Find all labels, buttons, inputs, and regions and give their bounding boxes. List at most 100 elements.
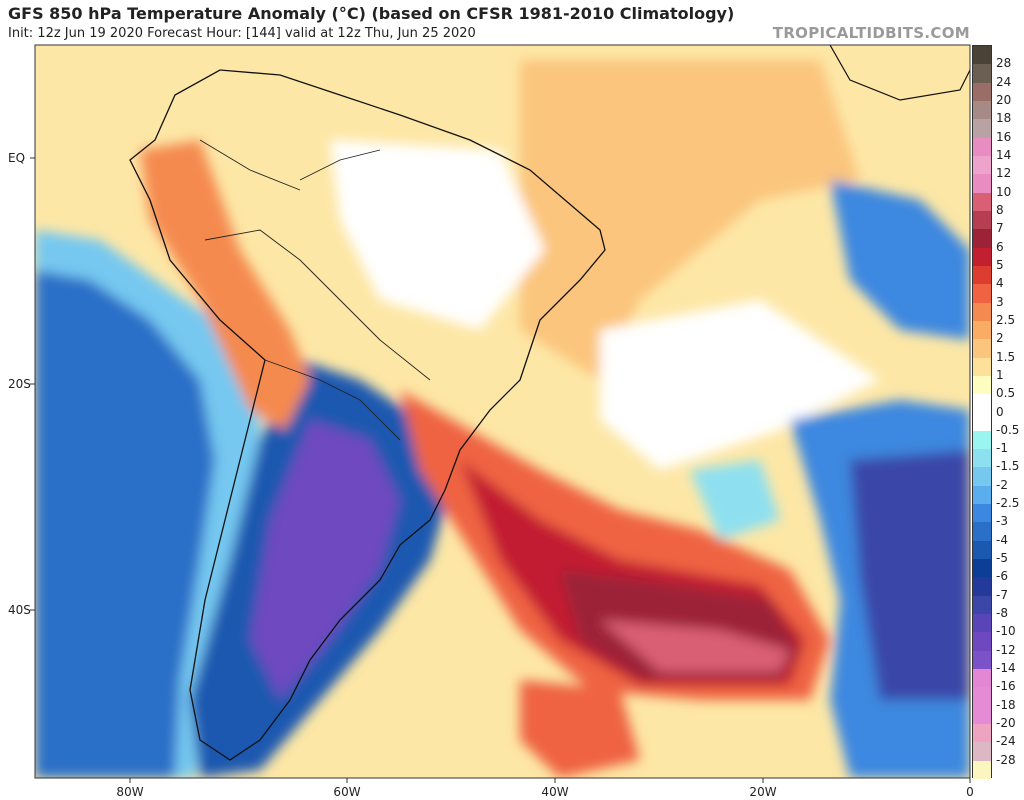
colorbar-segment (973, 375, 991, 396)
colorbar-segment (973, 302, 991, 323)
colorbar-label: 16 (996, 129, 1012, 144)
colorbar-segment (973, 339, 991, 359)
anomaly-warm-andes (140, 140, 310, 430)
colorbar-segment (973, 100, 991, 121)
colorbar-label: 24 (996, 74, 1012, 89)
colorbar-label: -8 (996, 606, 1008, 621)
colorbar-label: 0.5 (996, 386, 1016, 401)
lon-label-0: 0 (966, 785, 974, 799)
colorbar-label: -16 (996, 679, 1016, 694)
colorbar-label: 18 (996, 111, 1012, 126)
colorbar-segment (973, 705, 991, 726)
colorbar-label: 0 (996, 404, 1004, 419)
colorbar-segment (973, 504, 991, 524)
colorbar-label: 28 (996, 56, 1012, 71)
anomaly-cold-bubble (690, 460, 780, 540)
lon-label-60w: 60W (333, 785, 361, 799)
anomaly-cold-northeast (830, 180, 970, 340)
colorbar-segment (973, 760, 991, 780)
colorbar-segment (973, 210, 991, 231)
colorbar-label: -14 (996, 661, 1016, 676)
colorbar-segment (973, 724, 991, 744)
colorbar-segment (973, 577, 991, 598)
map-frame (34, 44, 971, 779)
lat-label-20s: 20S (8, 377, 31, 391)
colorbar-segment (973, 247, 991, 268)
colorbar-label: 3 (996, 294, 1004, 309)
anomaly-neutral-atlantic (600, 300, 880, 470)
anomaly-warm-south (520, 680, 640, 778)
colorbar-label: -7 (996, 587, 1008, 602)
colorbar-segment (973, 467, 991, 488)
colorbar-segment (973, 614, 991, 634)
colorbar-label: -4 (996, 532, 1008, 547)
colorbar-segment (973, 559, 991, 579)
colorbar-segment (973, 192, 991, 213)
colorbar-label: -12 (996, 642, 1016, 657)
colorbar-segment (973, 229, 991, 250)
lat-label-eq: EQ (8, 151, 26, 165)
lon-label-20w: 20W (749, 785, 777, 799)
colorbar-label: -1.5 (996, 459, 1020, 474)
africa-coastline (829, 45, 970, 101)
colorbar-segment (973, 119, 991, 140)
colorbar-segment (973, 540, 991, 561)
colorbar-segment (973, 430, 991, 451)
colorbar-label: 2 (996, 331, 1004, 346)
lon-label-80w: 80W (116, 785, 144, 799)
lat-label-40s: 40S (8, 603, 31, 617)
colorbar-label: 2.5 (996, 312, 1016, 327)
colorbar-label: -2 (996, 477, 1008, 492)
lon-label-40w: 40W (541, 785, 569, 799)
colorbar-label: -0.5 (996, 422, 1020, 437)
colorbar-label: -6 (996, 569, 1008, 584)
colorbar-segment (973, 394, 991, 414)
colorbar-label: -2.5 (996, 496, 1020, 511)
colorbar-segment (973, 742, 991, 763)
colorbar-label: -28 (996, 752, 1016, 767)
colorbar-label: 6 (996, 239, 1004, 254)
colorbar-segment (973, 669, 991, 689)
axis-ticks (30, 157, 971, 783)
colorbar-label: 7 (996, 221, 1004, 236)
colorbar-segment (973, 522, 991, 543)
colorbar-segment (973, 137, 991, 158)
colorbar-label: 10 (996, 184, 1012, 199)
colorbar-segment (973, 595, 991, 616)
colorbar-segment (973, 265, 991, 286)
colorbar-label: 1.5 (996, 349, 1016, 364)
colorbar-segment (973, 485, 991, 506)
chart-title: GFS 850 hPa Temperature Anomaly (°C) (ba… (8, 4, 735, 23)
colorbar-label: -10 (996, 624, 1016, 639)
colorbar-segment (973, 46, 991, 66)
colorbar-segment (973, 174, 991, 195)
colorbar (972, 45, 992, 780)
colorbar-segment (973, 357, 991, 378)
colorbar-label: 14 (996, 147, 1012, 162)
anomaly-neutral-amazon (330, 140, 545, 330)
colorbar-label: 20 (996, 92, 1012, 107)
colorbar-label: -24 (996, 734, 1016, 749)
colorbar-label: -5 (996, 551, 1008, 566)
anomaly-extreme-core (600, 620, 790, 672)
colorbar-segment (973, 82, 991, 103)
colorbar-label: -1 (996, 441, 1008, 456)
colorbar-segment (973, 412, 991, 433)
colorbar-label: 8 (996, 202, 1004, 217)
colorbar-segment (973, 155, 991, 176)
colorbar-segment (973, 650, 991, 671)
anomaly-very-cold-argentina (250, 420, 400, 700)
colorbar-segment (973, 687, 991, 708)
colorbar-segment (973, 284, 991, 305)
colorbar-segment (973, 449, 991, 469)
anomaly-cold-pacific (35, 270, 215, 778)
anomaly-very-cold-east-atlantic (850, 450, 970, 700)
colorbar-label: 12 (996, 166, 1012, 181)
country-borders (199, 139, 431, 441)
forecast-info: Init: 12z Jun 19 2020 Forecast Hour: [14… (8, 26, 476, 41)
colorbar-label: 5 (996, 257, 1004, 272)
south-america-coastline (129, 69, 606, 761)
colorbar-label: -3 (996, 514, 1008, 529)
colorbar-segment (973, 632, 991, 653)
